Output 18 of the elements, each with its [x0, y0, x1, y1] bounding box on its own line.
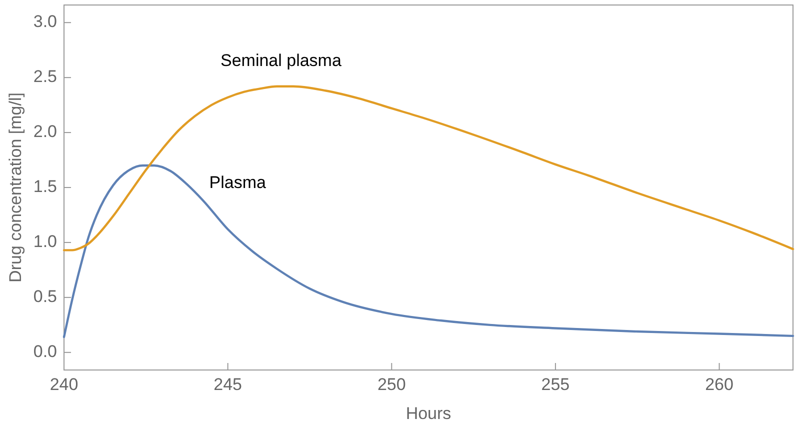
x-tick-label: 250	[377, 375, 406, 394]
y-tick-label: 0.5	[33, 286, 57, 306]
x-tick-label: 260	[705, 375, 734, 394]
x-axis-title: Hours	[406, 404, 452, 423]
series-label: Plasma	[209, 172, 267, 192]
x-tick-label: 240	[50, 375, 78, 394]
y-tick-label: 2.5	[33, 67, 57, 86]
y-tick-label: 0.0	[33, 342, 57, 361]
series-label: Seminal plasma	[220, 50, 342, 70]
y-tick-label: 1.0	[33, 232, 57, 251]
x-tick-label: 245	[214, 375, 242, 394]
y-tick-label: 2.0	[33, 122, 57, 142]
x-tick-label: 255	[541, 375, 570, 394]
line-series	[62, 85, 794, 252]
line-series	[62, 164, 794, 338]
y-tick-label: 1.5	[33, 176, 57, 196]
y-axis-title: Drug concentration [mg/l]	[6, 92, 25, 282]
y-tick-label: 3.0	[33, 12, 57, 32]
